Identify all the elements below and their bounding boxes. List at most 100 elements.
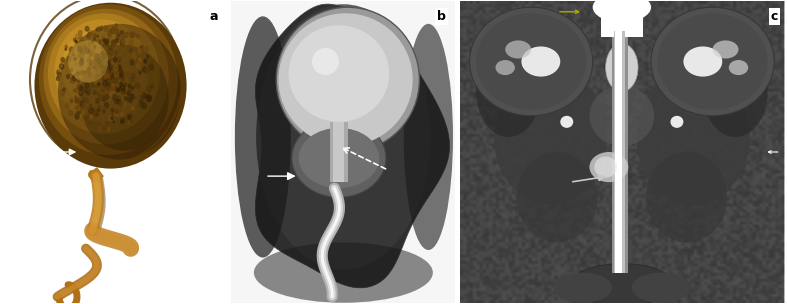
Text: c: c: [770, 10, 778, 23]
Circle shape: [81, 41, 86, 46]
Circle shape: [114, 86, 117, 90]
Circle shape: [119, 101, 123, 106]
Circle shape: [68, 57, 71, 61]
Circle shape: [85, 47, 87, 50]
Circle shape: [109, 69, 112, 72]
Circle shape: [92, 64, 95, 67]
Ellipse shape: [651, 7, 774, 116]
Circle shape: [127, 74, 128, 77]
Circle shape: [102, 124, 106, 130]
Ellipse shape: [470, 7, 593, 116]
Circle shape: [94, 37, 98, 41]
Circle shape: [114, 98, 118, 103]
Circle shape: [88, 32, 91, 35]
Circle shape: [115, 91, 118, 95]
Bar: [231, 146, 455, 152]
Circle shape: [98, 93, 100, 96]
Circle shape: [132, 87, 134, 89]
Text: a: a: [209, 10, 218, 23]
Circle shape: [94, 67, 95, 69]
Circle shape: [123, 85, 126, 88]
Circle shape: [68, 58, 70, 61]
Circle shape: [118, 74, 122, 79]
Circle shape: [105, 75, 108, 79]
Circle shape: [117, 99, 120, 104]
Circle shape: [115, 66, 119, 71]
Circle shape: [65, 48, 66, 50]
Circle shape: [106, 81, 109, 86]
Circle shape: [127, 53, 129, 57]
Circle shape: [127, 97, 131, 102]
Circle shape: [119, 60, 120, 63]
Ellipse shape: [554, 273, 612, 303]
Circle shape: [78, 104, 80, 108]
Circle shape: [83, 104, 87, 109]
Circle shape: [105, 74, 109, 79]
Circle shape: [102, 73, 104, 75]
Circle shape: [120, 40, 124, 45]
Circle shape: [112, 40, 115, 44]
Circle shape: [106, 61, 110, 66]
Circle shape: [144, 61, 148, 66]
Circle shape: [102, 50, 106, 55]
Circle shape: [146, 94, 150, 100]
Circle shape: [80, 120, 84, 125]
Circle shape: [109, 84, 110, 87]
Bar: [231, 218, 455, 224]
Circle shape: [98, 67, 100, 71]
Circle shape: [105, 74, 109, 79]
Circle shape: [139, 89, 141, 92]
Bar: [231, 116, 455, 122]
Circle shape: [94, 33, 96, 36]
Circle shape: [103, 75, 107, 81]
Ellipse shape: [79, 45, 168, 150]
Circle shape: [107, 61, 109, 65]
Circle shape: [114, 82, 118, 88]
Bar: [231, 267, 455, 273]
Circle shape: [103, 50, 105, 54]
Circle shape: [145, 68, 150, 74]
Circle shape: [97, 35, 98, 37]
Circle shape: [86, 47, 90, 53]
Circle shape: [146, 69, 148, 71]
Circle shape: [105, 127, 106, 129]
Circle shape: [108, 76, 110, 78]
Circle shape: [80, 101, 84, 106]
Circle shape: [109, 35, 111, 38]
Circle shape: [132, 54, 136, 60]
Circle shape: [65, 103, 69, 108]
Circle shape: [103, 60, 107, 65]
Circle shape: [151, 61, 153, 63]
Circle shape: [112, 41, 116, 47]
Bar: [231, 25, 455, 31]
Circle shape: [82, 97, 86, 102]
Ellipse shape: [289, 25, 390, 122]
Circle shape: [141, 92, 142, 95]
Ellipse shape: [671, 116, 683, 128]
Circle shape: [106, 63, 111, 69]
Circle shape: [127, 88, 129, 90]
Circle shape: [99, 64, 103, 70]
Bar: [231, 104, 455, 110]
Circle shape: [102, 74, 107, 80]
Circle shape: [91, 82, 94, 88]
Circle shape: [113, 93, 116, 98]
Circle shape: [116, 82, 120, 88]
Circle shape: [101, 70, 104, 74]
Circle shape: [89, 108, 94, 114]
Circle shape: [98, 126, 102, 131]
Circle shape: [121, 117, 124, 123]
Circle shape: [119, 87, 122, 92]
Circle shape: [85, 110, 88, 115]
Circle shape: [124, 83, 126, 86]
Bar: [231, 248, 455, 254]
Ellipse shape: [292, 119, 386, 197]
Circle shape: [72, 75, 77, 81]
Circle shape: [102, 51, 103, 54]
Circle shape: [87, 68, 92, 74]
Bar: [231, 98, 455, 104]
Circle shape: [86, 49, 90, 53]
Ellipse shape: [476, 13, 586, 110]
Bar: [231, 297, 455, 303]
Circle shape: [107, 127, 110, 131]
